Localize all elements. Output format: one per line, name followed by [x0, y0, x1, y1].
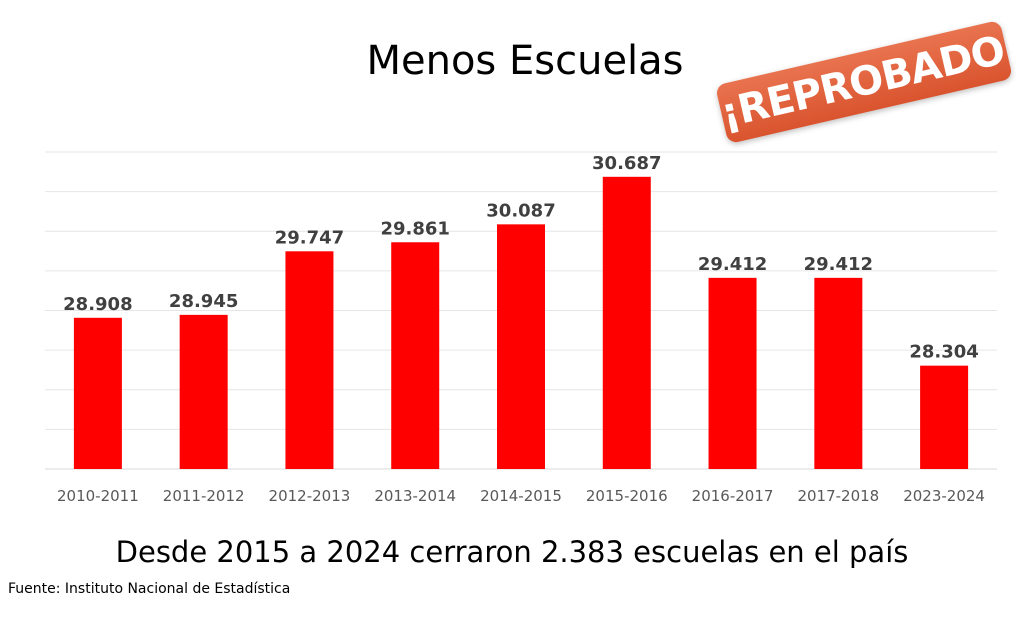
x-tick-label: 2017-2018	[797, 487, 879, 505]
source-note: Fuente: Instituto Nacional de Estadístic…	[8, 581, 291, 597]
data-label: 28.945	[169, 291, 238, 312]
bar	[708, 277, 757, 469]
x-tick-label: 2023-2024	[903, 487, 985, 505]
bar	[814, 277, 863, 469]
data-label: 29.412	[804, 254, 873, 275]
x-tick-label: 2015-2016	[586, 487, 668, 505]
x-tick-label: 2016-2017	[692, 487, 774, 505]
chart-title: Menos Escuelas	[366, 38, 684, 84]
bar	[391, 242, 440, 469]
bar	[602, 176, 651, 470]
bar	[497, 224, 545, 469]
data-label: 28.304	[909, 342, 978, 363]
data-label: 29.412	[698, 254, 767, 275]
chart-subtitle: Desde 2015 a 2024 cerraron 2.383 escuela…	[115, 535, 909, 569]
x-tick-label: 2011-2012	[163, 487, 245, 505]
x-tick-label: 2014-2015	[480, 487, 562, 505]
bar	[179, 314, 228, 469]
bar	[920, 365, 969, 469]
data-label: 29.861	[380, 218, 449, 239]
bar	[73, 317, 122, 469]
x-tick-label: 2010-2011	[57, 487, 139, 505]
data-label: 30.687	[592, 153, 661, 174]
bar	[285, 251, 334, 469]
data-label: 28.908	[63, 294, 132, 315]
x-tick-label: 2013-2014	[374, 487, 456, 505]
data-label: 30.087	[486, 200, 555, 221]
x-tick-label: 2012-2013	[269, 487, 351, 505]
data-label: 29.747	[275, 227, 344, 248]
